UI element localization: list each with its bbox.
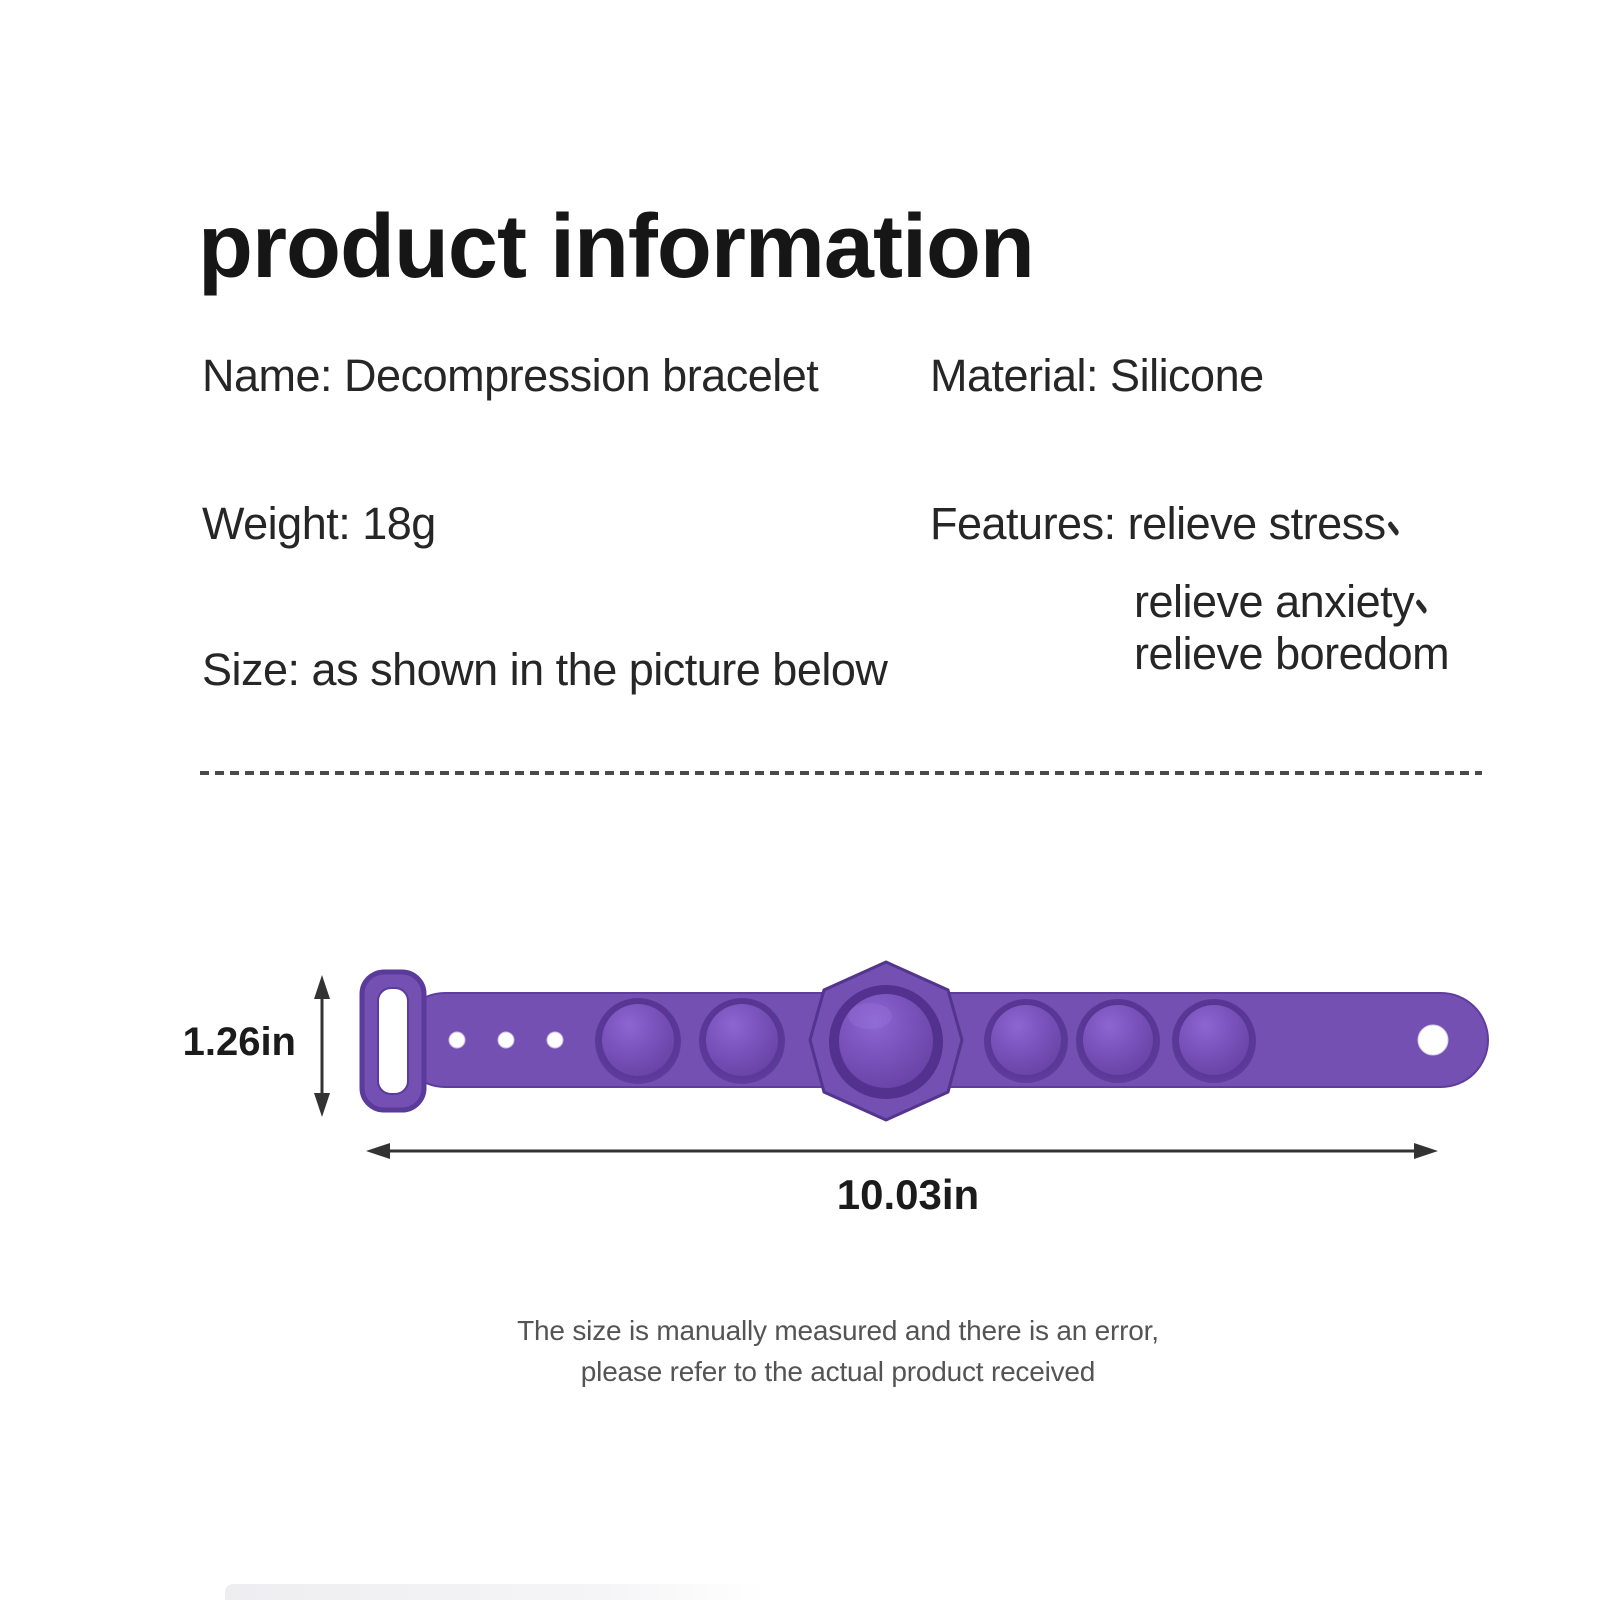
feature-item-anxiety: relieve anxiety	[1134, 576, 1415, 627]
height-dimension-label: 1.26in	[182, 1020, 296, 1064]
disclaimer-line-2: please refer to the actual product recei…	[580, 1356, 1096, 1387]
height-dimension-arrow	[314, 975, 330, 1117]
pop-bubble	[984, 999, 1068, 1083]
pop-bubble	[699, 998, 785, 1084]
pop-bubble	[1172, 999, 1256, 1083]
width-dimension-arrow	[366, 1143, 1438, 1159]
feature-item-boredom: relieve boredom	[1134, 628, 1450, 679]
spec-name: Name: Decompression bracelet	[202, 350, 819, 401]
strap-buckle	[359, 969, 427, 1113]
features-label: Features:	[930, 498, 1116, 549]
center-pop-bubble	[829, 985, 943, 1099]
strap-adjustment-hole	[497, 1031, 515, 1049]
feature-item-stress: relieve stress	[1127, 498, 1387, 549]
spec-material: Material: Silicone	[930, 350, 1264, 401]
cropped-next-section-artifact	[225, 1584, 765, 1600]
spec-weight: Weight: 18g	[202, 498, 436, 549]
strap-adjustment-hole	[448, 1031, 466, 1049]
disclaimer-note: The size is manually measured and there …	[388, 1310, 1288, 1392]
strap-end-hole	[1417, 1024, 1449, 1056]
strap-adjustment-hole	[546, 1031, 564, 1049]
buckle-slot	[377, 987, 409, 1095]
spec-features-line-1: Features: relieve stress	[930, 499, 1404, 549]
spec-size: Size: as shown in the picture below	[202, 644, 888, 695]
disclaimer-line-1: The size is manually measured and there …	[517, 1315, 1159, 1346]
pop-bubble	[595, 998, 681, 1084]
pop-bubble	[1076, 999, 1160, 1083]
spec-features-line-2: relieve anxiety	[1134, 577, 1432, 627]
dashed-divider	[200, 771, 1482, 775]
spec-features-line-3: relieve boredom	[1134, 628, 1450, 679]
page-title: product information	[198, 197, 1035, 298]
width-dimension-label: 10.03in	[836, 1171, 980, 1218]
